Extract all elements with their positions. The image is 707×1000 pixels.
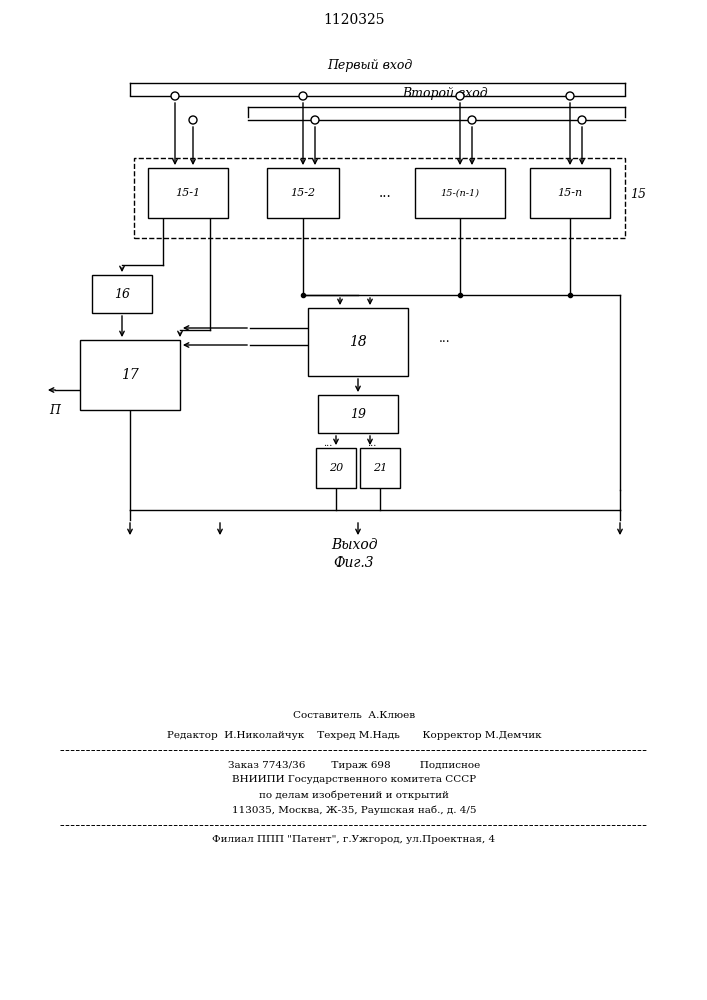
Text: 15: 15 [630,188,646,202]
Bar [308,308,408,376]
Bar [360,448,400,488]
Text: 15-(n-1): 15-(n-1) [440,188,479,198]
Bar [92,275,152,313]
Text: Заказ 7743/36        Тираж 698         Подписное: Заказ 7743/36 Тираж 698 Подписное [228,760,480,770]
Circle shape [456,92,464,100]
Bar [80,340,180,410]
Text: Редактор  И.Николайчук    Техред М.Надь       Корректор М.Демчик: Редактор И.Николайчук Техред М.Надь Корр… [167,730,542,740]
Text: 16: 16 [114,288,130,300]
Text: по делам изобретений и открытий: по делам изобретений и открытий [259,790,449,800]
Text: 113035, Москва, Ж-35, Раушская наб., д. 4/5: 113035, Москва, Ж-35, Раушская наб., д. … [232,805,477,815]
Bar [134,158,625,238]
Text: 15-1: 15-1 [175,188,201,198]
Text: Первый вход: Первый вход [327,58,413,72]
Text: 15-n: 15-n [557,188,583,198]
Text: Составитель  А.Клюев: Составитель А.Клюев [293,710,415,720]
Text: 15-2: 15-2 [291,188,315,198]
Bar [415,168,505,218]
Text: Филиал ППП "Патент", г.Ужгород, ул.Проектная, 4: Филиал ППП "Патент", г.Ужгород, ул.Проек… [212,836,496,844]
Circle shape [171,92,179,100]
Text: Фиг.3: Фиг.3 [334,556,374,570]
Bar [318,395,398,433]
Bar [148,168,228,218]
Text: П: П [49,403,60,416]
Circle shape [468,116,476,124]
Text: 17: 17 [121,368,139,382]
Circle shape [299,92,307,100]
Text: 19: 19 [350,408,366,420]
Text: ...: ... [439,332,451,344]
Text: Выход: Выход [331,538,378,552]
Text: 1120325: 1120325 [323,13,385,27]
Text: 20: 20 [329,463,343,473]
Circle shape [578,116,586,124]
Bar [267,168,339,218]
Text: ...: ... [368,438,377,448]
Circle shape [189,116,197,124]
Text: ВНИИПИ Государственного комитета СССР: ВНИИПИ Государственного комитета СССР [232,776,476,784]
Circle shape [566,92,574,100]
Text: 21: 21 [373,463,387,473]
Text: ...: ... [379,186,392,200]
Bar [530,168,610,218]
Bar [316,448,356,488]
Text: ...: ... [323,438,333,448]
Text: 18: 18 [349,335,367,349]
Circle shape [311,116,319,124]
Text: Второй вход: Второй вход [402,87,488,100]
